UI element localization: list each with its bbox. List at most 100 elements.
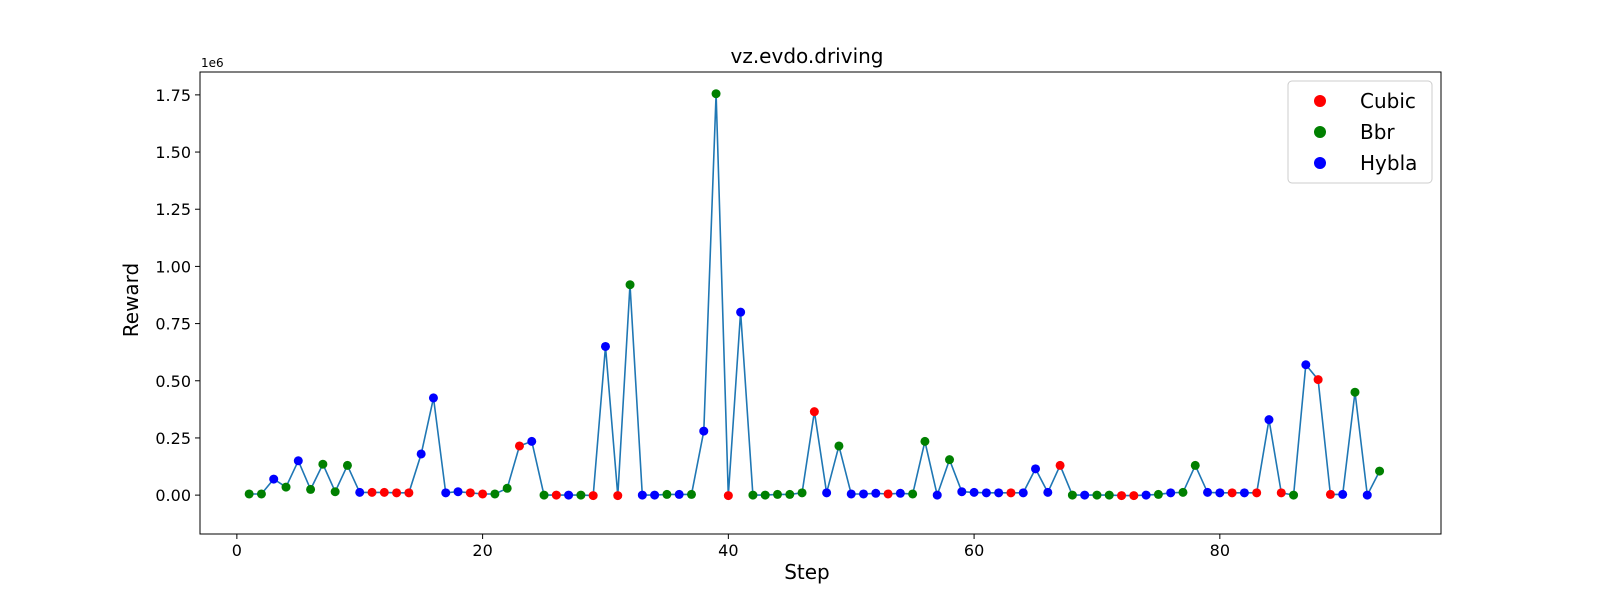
y-tick-label: 1.25 bbox=[155, 200, 191, 219]
data-point-bbr bbox=[1153, 489, 1163, 499]
data-point-bbr bbox=[834, 441, 844, 451]
data-point-cubic bbox=[1055, 460, 1065, 470]
data-points bbox=[244, 89, 1385, 501]
y-tick-label: 1.00 bbox=[155, 257, 191, 276]
x-tick-label: 0 bbox=[232, 541, 242, 560]
data-point-hybla bbox=[416, 449, 426, 459]
legend-label-cubic: Cubic bbox=[1360, 89, 1416, 113]
data-point-bbr bbox=[797, 488, 807, 498]
data-point-cubic bbox=[478, 489, 488, 499]
data-point-cubic bbox=[392, 488, 402, 498]
x-axis-label: Step bbox=[784, 560, 830, 584]
legend-marker-cubic bbox=[1314, 95, 1326, 107]
data-point-hybla bbox=[674, 489, 684, 499]
data-point-bbr bbox=[1289, 490, 1299, 500]
data-point-cubic bbox=[551, 490, 561, 500]
y-tick-label: 0.50 bbox=[155, 372, 191, 391]
data-point-bbr bbox=[576, 490, 586, 500]
data-point-cubic bbox=[379, 487, 389, 497]
data-point-hybla bbox=[1166, 488, 1176, 498]
plot-area bbox=[244, 89, 1385, 501]
data-point-bbr bbox=[945, 455, 955, 465]
data-point-cubic bbox=[1325, 489, 1335, 499]
data-point-hybla bbox=[895, 488, 905, 498]
data-point-cubic bbox=[1129, 491, 1139, 501]
plot-frame bbox=[199, 71, 1442, 535]
data-point-hybla bbox=[871, 488, 881, 498]
y-tick-label: 0.75 bbox=[155, 315, 191, 334]
data-point-cubic bbox=[723, 491, 733, 501]
legend-marker-hybla bbox=[1314, 157, 1326, 169]
legend-marker-bbr bbox=[1314, 126, 1326, 138]
y-tick-label: 1.50 bbox=[155, 143, 191, 162]
data-point-hybla bbox=[1301, 360, 1311, 370]
data-point-bbr bbox=[772, 489, 782, 499]
data-point-hybla bbox=[1031, 464, 1041, 474]
data-point-hybla bbox=[600, 341, 610, 351]
y-tick-label: 0.00 bbox=[155, 486, 191, 505]
data-point-hybla bbox=[699, 426, 709, 436]
data-point-hybla bbox=[736, 307, 746, 317]
y-tick-label: 0.25 bbox=[155, 429, 191, 448]
data-point-bbr bbox=[244, 489, 254, 499]
data-point-hybla bbox=[564, 490, 574, 500]
data-point-hybla bbox=[969, 487, 979, 497]
data-point-cubic bbox=[1313, 375, 1323, 385]
data-point-bbr bbox=[502, 483, 512, 493]
legend-label-bbr: Bbr bbox=[1360, 120, 1395, 144]
data-point-bbr bbox=[748, 490, 758, 500]
data-point-bbr bbox=[256, 489, 266, 499]
data-point-bbr bbox=[342, 460, 352, 470]
data-point-hybla bbox=[527, 436, 537, 446]
data-point-bbr bbox=[1350, 387, 1360, 397]
x-tick-label: 80 bbox=[1210, 541, 1230, 560]
data-point-hybla bbox=[1141, 490, 1151, 500]
data-point-hybla bbox=[994, 488, 1004, 498]
data-point-hybla bbox=[957, 487, 967, 497]
data-point-cubic bbox=[404, 488, 414, 498]
data-point-hybla bbox=[859, 489, 869, 499]
data-point-cubic bbox=[1227, 488, 1237, 498]
data-point-hybla bbox=[846, 489, 856, 499]
data-point-hybla bbox=[932, 490, 942, 500]
data-point-hybla bbox=[1043, 487, 1053, 497]
chart-title: vz.evdo.driving bbox=[730, 44, 883, 68]
x-axis-ticks: 0 20 40 60 80 bbox=[232, 534, 1230, 560]
data-point-hybla bbox=[1239, 488, 1249, 498]
data-point-hybla bbox=[650, 490, 660, 500]
data-point-bbr bbox=[318, 459, 328, 469]
data-point-bbr bbox=[662, 489, 672, 499]
data-point-bbr bbox=[908, 489, 918, 499]
data-point-bbr bbox=[539, 490, 549, 500]
reward-line bbox=[249, 93, 1381, 498]
data-point-hybla bbox=[981, 488, 991, 498]
data-point-hybla bbox=[1264, 415, 1274, 425]
data-point-hybla bbox=[1338, 489, 1348, 499]
data-point-hybla bbox=[441, 488, 451, 498]
data-point-cubic bbox=[809, 407, 819, 417]
data-point-bbr bbox=[1067, 490, 1077, 500]
data-point-cubic bbox=[1006, 488, 1016, 498]
data-point-hybla bbox=[1215, 488, 1225, 498]
data-point-bbr bbox=[1375, 466, 1385, 476]
legend-box bbox=[1287, 80, 1433, 184]
x-tick-label: 20 bbox=[472, 541, 492, 560]
data-point-cubic bbox=[465, 488, 475, 498]
data-point-hybla bbox=[1203, 487, 1213, 497]
data-point-hybla bbox=[1018, 488, 1028, 498]
data-point-bbr bbox=[281, 482, 291, 492]
data-point-cubic bbox=[1117, 491, 1127, 501]
data-point-bbr bbox=[1092, 490, 1102, 500]
data-point-cubic bbox=[514, 441, 524, 451]
data-point-hybla bbox=[822, 488, 832, 498]
data-point-cubic bbox=[588, 491, 598, 501]
data-point-cubic bbox=[883, 489, 893, 499]
data-point-hybla bbox=[1362, 490, 1372, 500]
data-point-hybla bbox=[637, 490, 647, 500]
y-axis-ticks: 0.00 0.25 0.50 0.75 1.00 1.25 1.50 1.75 bbox=[155, 86, 200, 505]
data-point-bbr bbox=[785, 489, 795, 499]
data-point-bbr bbox=[760, 490, 770, 500]
data-point-hybla bbox=[453, 487, 463, 497]
data-point-bbr bbox=[920, 436, 930, 446]
